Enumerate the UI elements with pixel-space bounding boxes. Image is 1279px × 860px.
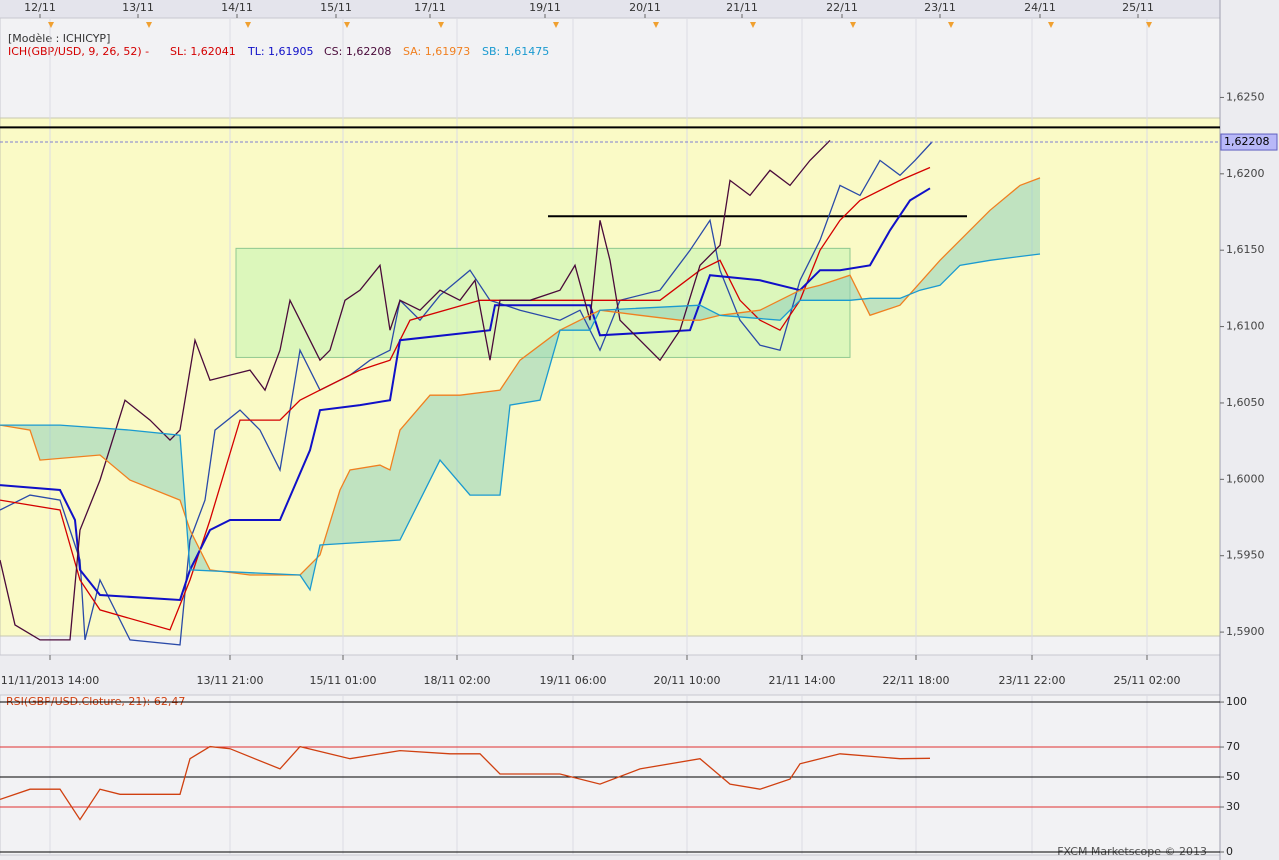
event-marker [438,22,444,28]
event-marker [653,22,659,28]
y-tick-label: 1,6050 [1226,396,1265,409]
event-marker [344,22,350,28]
top-tick-label: 23/11 [924,1,956,14]
y-tick-label: 1,6150 [1226,243,1265,256]
y-tick-label: 50 [1226,770,1240,783]
x-tick-label: 21/11 14:00 [769,674,836,687]
x-tick-label: 13/11 21:00 [197,674,264,687]
event-marker [750,22,756,28]
series-line [0,139,831,641]
legend-entry: SL: 1,62041 [170,45,236,58]
legend-entry: TL: 1,61905 [247,45,314,58]
x-tick-label: 25/11 02:00 [1114,674,1181,687]
top-tick-label: 24/11 [1024,1,1056,14]
series-line [0,253,1041,592]
y-tick-label: 30 [1226,800,1240,813]
rsi-panel [0,694,1221,856]
top-tick-label: 15/11 [320,1,352,14]
x-tick-label: 19/11 06:00 [540,674,607,687]
event-marker [245,22,251,28]
top-tick-label: 19/11 [529,1,561,14]
last-price-box [1220,133,1278,151]
last-price-label: 1,62208 [1224,135,1270,148]
top-tick-label: 21/11 [726,1,758,14]
y-tick-label: 1,6100 [1226,320,1265,333]
top-tick-label: 13/11 [122,1,154,14]
series-line [0,187,931,602]
x-tick-label: 20/11 10:00 [654,674,721,687]
y-tick-label: 1,5900 [1226,625,1265,638]
x-tick-label: 15/11 01:00 [310,674,377,687]
y-tick-label: 1,6000 [1226,472,1265,485]
legend-entry: CS: 1,62208 [324,45,391,58]
series-line [0,177,1041,576]
y-tick-label: 100 [1226,695,1247,708]
y-tick-label: 1,6200 [1226,167,1265,180]
event-marker [1048,22,1054,28]
top-tick-label: 25/11 [1122,1,1154,14]
cloud [0,177,1040,590]
model-label: [Modèle : ICHICYP] [8,32,110,45]
top-tick-label: 22/11 [826,1,858,14]
series-line [0,745,931,821]
y-tick-label: 1,5950 [1226,549,1265,562]
event-marker [146,22,152,28]
zone-box [235,247,851,358]
x-tick-label: 18/11 02:00 [424,674,491,687]
rsi-title: RSI(GBP/USD.Cloture, 21): 62,47 [6,695,185,708]
event-marker [1146,22,1152,28]
y-tick-label: 1,6250 [1226,90,1265,103]
x-tick-label: 22/11 18:00 [883,674,950,687]
top-tick-label: 14/11 [221,1,253,14]
top-tick-label: 20/11 [629,1,661,14]
legend-entry: SB: 1,61475 [482,45,549,58]
date-strip [0,0,1220,18]
top-tick-label: 12/11 [24,1,56,14]
top-tick-label: 17/11 [414,1,446,14]
indicator-label: ICH(GBP/USD, 9, 26, 52) - [8,45,149,58]
y-tick-label: 0 [1226,845,1233,858]
event-marker [48,22,54,28]
event-marker [553,22,559,28]
legend-entry: SA: 1,61973 [403,45,470,58]
event-marker [948,22,954,28]
y-tick-label: 70 [1226,740,1240,753]
x-tick-label: 23/11 22:00 [999,674,1066,687]
footer: FXCM Marketscope © 2013 [1057,845,1207,858]
event-marker [850,22,856,28]
x-tick-label: 11/11/2013 14:00 [1,674,100,687]
